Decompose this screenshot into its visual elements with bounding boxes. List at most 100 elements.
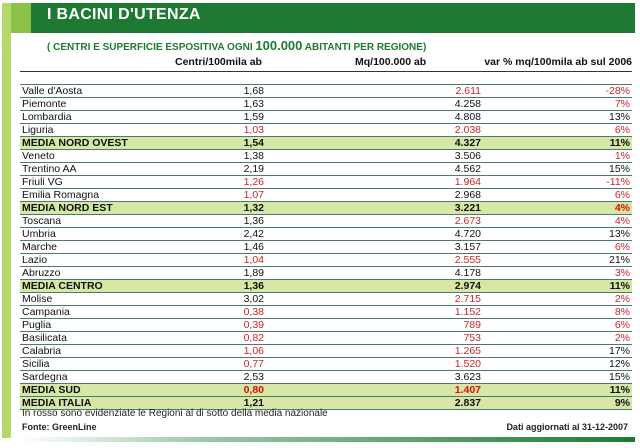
centri-value: 0,77	[174, 357, 264, 371]
var-value: 3%	[483, 266, 632, 280]
var-value: 11%	[483, 383, 632, 397]
table-row: Puglia 0,39 789 6%	[20, 318, 632, 332]
column-header-var: var % mq/100mila ab sul 2006	[484, 56, 632, 68]
table-row: Piemonte 1,63 4.258 7%	[20, 97, 632, 111]
region-name: Lazio	[20, 253, 174, 267]
centri-value: 2,42	[174, 227, 264, 241]
var-value: 11%	[483, 136, 632, 150]
var-value: 4%	[483, 201, 632, 215]
var-value: 21%	[483, 253, 632, 267]
centri-value: 1,54	[174, 136, 264, 150]
table-row: Umbria 2,42 4.720 13%	[20, 227, 632, 241]
table-row: Campania 0,38 1.152 8%	[20, 305, 632, 319]
var-value: 4%	[483, 214, 632, 228]
mq-value: 2.974	[264, 279, 483, 293]
mq-value: 2.611	[264, 84, 483, 98]
region-name: Liguria	[20, 123, 174, 137]
region-name: MEDIA SUD	[20, 383, 174, 397]
subtitle-number: 100.000	[255, 38, 303, 53]
region-name: Calabria	[20, 344, 174, 358]
region-name: Veneto	[20, 149, 174, 163]
title-bar-accent	[11, 3, 31, 33]
region-name: Campania	[20, 305, 174, 319]
var-value: 2%	[483, 292, 632, 306]
mq-value: 3.221	[264, 201, 483, 215]
table-row: Valle d'Aosta 1,68 2.611 -28%	[20, 84, 632, 98]
table-row: Marche 1,46 3.157 6%	[20, 240, 632, 254]
table-row: Toscana 1,36 2.673 4%	[20, 214, 632, 228]
region-name: Emilia Romagna	[20, 188, 174, 202]
centri-value: 1,32	[174, 201, 264, 215]
centri-value: 2,53	[174, 370, 264, 384]
mq-value: 789	[264, 318, 483, 332]
centri-value: 1,36	[174, 279, 264, 293]
table-row: Basilicata 0,82 753 2%	[20, 331, 632, 345]
var-value: 6%	[483, 240, 632, 254]
update-date: Dati aggiornati al 31-12-2007	[506, 422, 628, 432]
average-row: MEDIA NORD EST 1,32 3.221 4%	[20, 201, 632, 215]
table-row: Lazio 1,04 2.555 21%	[20, 253, 632, 267]
region-name: Molise	[20, 292, 174, 306]
region-name: Abruzzo	[20, 266, 174, 280]
subtitle-paren: )	[422, 42, 427, 53]
mq-value: 4.178	[264, 266, 483, 280]
centri-value: 1,26	[174, 175, 264, 189]
data-table: Valle d'Aosta 1,68 2.611 -28% Piemonte 1,63 4.…	[20, 84, 632, 410]
region-name: MEDIA CENTRO	[20, 279, 174, 293]
table-row: Veneto 1,38 3.506 1%	[20, 149, 632, 163]
var-value: 6%	[483, 123, 632, 137]
mq-value: 1.152	[264, 305, 483, 319]
region-name: MEDIA ITALIA	[20, 396, 174, 410]
centri-value: 1,38	[174, 149, 264, 163]
average-row: MEDIA SUD 0,80 1.407 11%	[20, 383, 632, 397]
var-value: -28%	[483, 84, 632, 98]
region-name: Lombardia	[20, 110, 174, 124]
mq-value: 4.258	[264, 97, 483, 111]
var-value: 17%	[483, 344, 632, 358]
centri-value: 3,02	[174, 292, 264, 306]
var-value: 13%	[483, 110, 632, 124]
centri-value: 0,39	[174, 318, 264, 332]
table-row: Sicilia 0,77 1.520 12%	[20, 357, 632, 371]
table-row: Emilia Romagna 1,07 2.968 6%	[20, 188, 632, 202]
var-value: -11%	[483, 175, 632, 189]
mq-value: 4.808	[264, 110, 483, 124]
mq-value: 2.038	[264, 123, 483, 137]
var-value: 15%	[483, 162, 632, 176]
title-bar	[11, 3, 635, 33]
centri-value: 0,80	[174, 383, 264, 397]
average-row: MEDIA ITALIA 1,21 2.837 9%	[20, 396, 632, 410]
table-row: Trentino AA 2,19 4.562 15%	[20, 162, 632, 176]
bottom-gradient-bar	[20, 437, 635, 442]
table-row: Sardegna 2,53 3.623 15%	[20, 370, 632, 384]
var-value: 12%	[483, 357, 632, 371]
var-value: 2%	[483, 331, 632, 345]
region-name: Sardegna	[20, 370, 174, 384]
centri-value: 0,38	[174, 305, 264, 319]
centri-value: 1,46	[174, 240, 264, 254]
footnote: In rosso sono evidenziate le Regioni al …	[22, 408, 328, 419]
region-name: Trentino AA	[20, 162, 174, 176]
page-title: I BACINI D'UTENZA	[47, 6, 201, 23]
var-value: 11%	[483, 279, 632, 293]
centri-value: 1,89	[174, 266, 264, 280]
mq-value: 4.327	[264, 136, 483, 150]
region-name: Marche	[20, 240, 174, 254]
subtitle-paren: (	[47, 42, 51, 53]
region-name: Friuli VG	[20, 175, 174, 189]
mq-value: 1.964	[264, 175, 483, 189]
region-name: Umbria	[20, 227, 174, 241]
region-name: Valle d'Aosta	[20, 84, 174, 98]
header-divider	[20, 71, 632, 72]
mq-value: 2.555	[264, 253, 483, 267]
source: Fonte: GreenLine	[22, 422, 97, 432]
table-row: Liguria 1,03 2.038 6%	[20, 123, 632, 137]
var-value: 7%	[483, 97, 632, 111]
table-row: Calabria 1,06 1.265 17%	[20, 344, 632, 358]
mq-value: 3.157	[264, 240, 483, 254]
mq-value: 1.520	[264, 357, 483, 371]
table-row: Lombardia 1,59 4.808 13%	[20, 110, 632, 124]
region-name: Puglia	[20, 318, 174, 332]
var-value: 13%	[483, 227, 632, 241]
centri-value: 1,68	[174, 84, 264, 98]
